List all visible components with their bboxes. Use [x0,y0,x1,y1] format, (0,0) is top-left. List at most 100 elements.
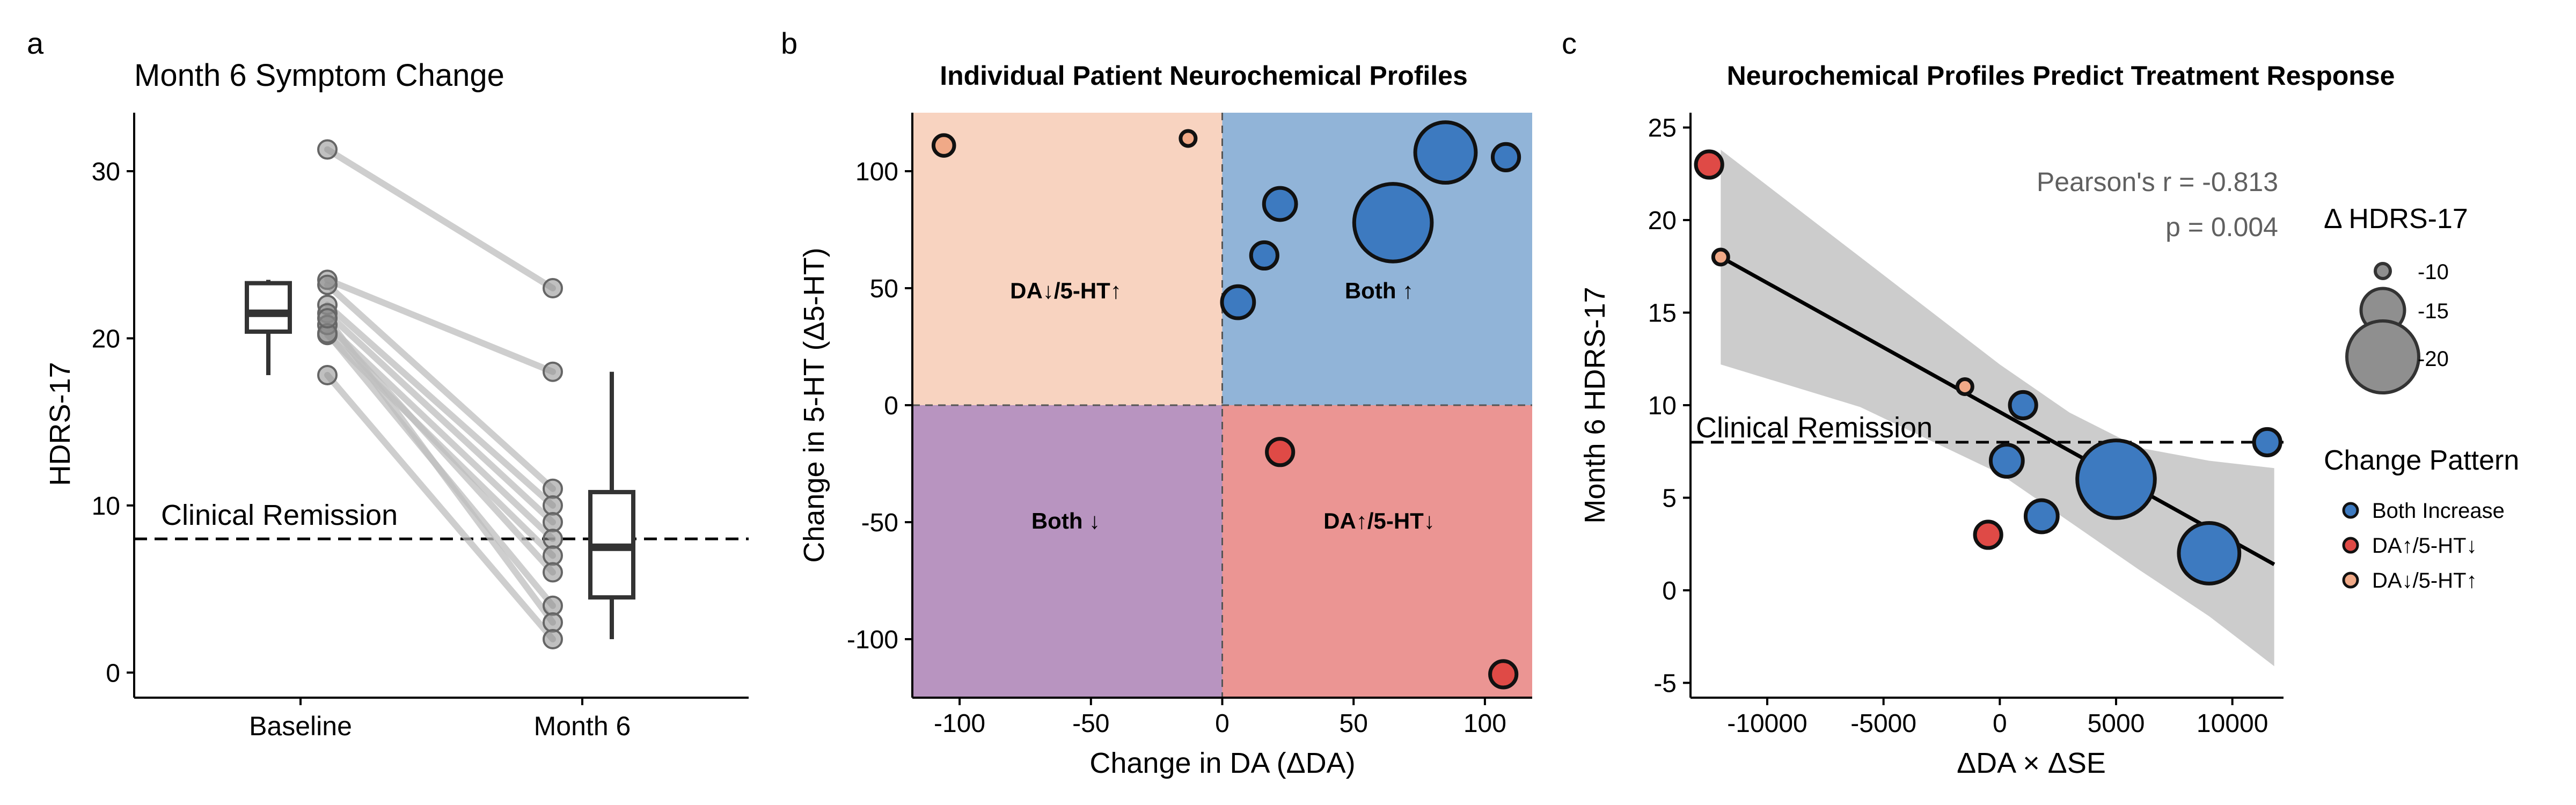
panel-b-quadrant-label-both-up: Both ↑ [1345,278,1414,303]
panel-b-point-da-down-5ht-up [1179,129,1198,148]
panel-b-quadrant-label-da-down-5ht-up: DA↓/5-HT↑ [1010,278,1122,303]
panel-a-pair-line [324,371,556,642]
panel-c-x-tick-label: -10000 [1727,709,1807,738]
panel-a-box [245,281,292,334]
panel-b-quadrant-label-da-up-5ht-down: DA↑/5-HT↓ [1323,508,1435,533]
size-legend-label-20: -20 [2418,347,2449,371]
panel-b-y-tick-label: -50 [861,509,898,537]
panel-b-title: Individual Patient Neurochemical Profile… [940,61,1468,91]
panel-b-point-both-increase [1352,182,1434,264]
panel-c-axes: -10000 -5000 0 5000 10000 -5 0 5 10 15 20 25 [1648,113,2284,738]
panel-b-y-axis-label: Change in 5-HT (Δ5-HT) [798,247,830,562]
panel-a-y-tick-label: 10 [92,492,120,521]
panel-a-month6-point [543,612,563,633]
panel-b-x-tick-label: -50 [1072,709,1109,738]
panel-c-point-da-down-5ht-up [1711,247,1730,267]
panel-a-month6-point [543,361,563,382]
panel-b-point-da-up-5ht-down [1488,659,1519,690]
panel-b-point-both-increase [1490,142,1521,172]
panel-b-x-axis-label: Change in DA (ΔDA) [1089,747,1355,779]
panel-a-month6-point [543,545,563,566]
panel-c-point-both-increase [2177,521,2242,586]
panel-a-y-tick-label: 30 [92,158,120,186]
size-legend-keys [2345,262,2420,394]
panel-a-reference-label: Clinical Remission [161,499,398,531]
panel-c-point-da-down-5ht-up [1955,377,1974,397]
panel-a-pair-line [324,276,556,375]
panel-c-point-both-increase [2023,498,2060,535]
panel-a-month6-point [543,478,563,499]
panel-a-month6-point [543,495,563,516]
panel-b-y-tick-label: 100 [855,158,898,186]
panel-c-y-tick-label: 25 [1648,114,1677,143]
panel-c-x-tick-label: 10000 [2197,709,2268,738]
panel-b-x-tick-label: 50 [1340,709,1368,738]
panel-a-baseline-point [317,139,338,160]
panel-c-point-da-up-5ht-down [1973,519,2003,550]
panel-a-axes: 0 10 20 30 [92,113,749,705]
panel-b-x-tick-label: 100 [1463,709,1506,738]
panel-c-y-axis-label: Month 6 HDRS-17 [1579,287,1611,523]
panel-a-baseline-point [317,274,338,295]
panel-a-month6-point [543,562,563,583]
panel-c-x-tick-label: -5000 [1850,709,1916,738]
color-legend-title: Change Pattern [2324,445,2519,476]
panel-c-reference-label: Clinical Remission [1696,412,1933,444]
panel-a-pair-line [324,315,556,626]
panel-b-point-da-down-5ht-up [931,133,956,158]
panel-a-month6-point [543,529,563,550]
panel-c-point-both-increase [2008,390,2038,421]
color-legend-label-both-increase: Both Increase [2372,499,2505,523]
panel-b-point-da-up-5ht-down [1265,437,1296,467]
panel-a: Month 6 Symptom Change 0 10 20 30 HDRS-17 B… [44,58,749,741]
panel-a-pair-line [324,146,556,291]
panel-b-quadrant-label-both-down: Both ↓ [1031,508,1100,533]
panel-c-confidence-band [1721,149,2274,667]
panel-a-baseline-point [317,308,338,329]
color-legend-key-both-increase [2342,502,2359,519]
panel-c-plot-area [1690,149,2284,667]
panel-c-stat-p: p = 0.004 [2165,212,2278,242]
panel-c-y-tick-label: 15 [1648,299,1677,328]
panel-a-plot-area [134,139,749,649]
panel-c-x-axis-label: ΔDA × ΔSE [1957,747,2106,779]
panel-c-point-both-increase [2075,438,2157,520]
panel-b: Individual Patient Neurochemical Profile… [798,61,1532,779]
color-legend: Change Pattern Both Increase DA↑/5-HT↓ D… [2324,445,2519,592]
color-legend-keys [2342,502,2359,589]
panel-c-x-tick-label: 0 [1993,709,2007,738]
panel-b-quadrant-both-down [912,405,1223,698]
panel-c-y-tick-label: 20 [1648,207,1677,235]
panel-c-y-tick-label: 5 [1662,484,1677,513]
panel-c-point-da-up-5ht-down [1694,149,1724,180]
panel-c-y-tick-label: 10 [1648,392,1677,420]
panel-a-pair-line [324,281,556,492]
panel-b-point-both-increase [1262,186,1298,222]
panel-a-month6-point [543,512,563,532]
panel-a-month6-point [543,595,563,616]
panel-a-category-label-baseline: Baseline [249,711,352,741]
size-legend-key-circle [2345,319,2420,394]
panel-c-y-tick-label: -5 [1653,669,1677,698]
panel-c-point-both-increase [1988,443,2025,479]
color-legend-label-da-down-5ht-up: DA↓/5-HT↑ [2372,569,2477,592]
panel-a-category-label-month6: Month 6 [534,711,631,741]
panel-b-y-tick-label: -100 [847,626,898,654]
panel-b-plot-area [912,113,1532,698]
size-legend-label-10: -10 [2418,260,2449,284]
panel-a-pair-line [324,302,556,509]
panel-c-y-tick-label: 0 [1662,577,1677,605]
size-legend: Δ HDRS-17 -10 -15 -20 [2324,203,2468,394]
panel-b-quadrant-da-down-5ht-up [912,113,1223,405]
panel-b-y-tick-label: 0 [884,392,898,420]
panel-b-point-both-increase [1249,240,1279,271]
panel-c-stat-r: Pearson's r = -0.813 [2037,167,2278,197]
panel-c: Neurochemical Profiles Predict Treatment… [1579,61,2519,779]
panel-c-regression-line [1719,255,2275,566]
panel-a-pair-line [324,321,556,543]
color-legend-key-da-down-5ht-up [2342,572,2359,589]
size-legend-label-15: -15 [2418,299,2449,323]
panel-b-axes: -100 -50 0 50 100 -100 -50 0 50 100 [847,113,1532,738]
panel-letter-a: a [27,26,44,60]
